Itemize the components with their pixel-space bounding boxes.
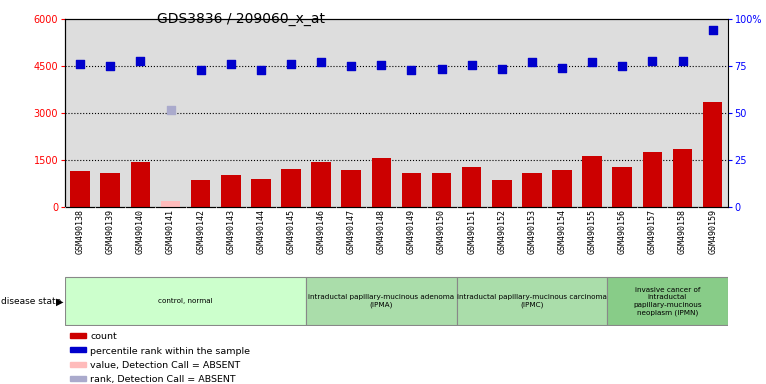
Text: GSM490141: GSM490141 (166, 209, 175, 255)
Bar (161, 201, 180, 207)
Bar (552, 170, 572, 207)
Text: count: count (90, 332, 117, 341)
Text: disease state: disease state (1, 297, 61, 306)
Point (224, 61, 237, 68)
Text: invasive cancer of
intraductal
papillary-mucinous
neoplasm (IPMN): invasive cancer of intraductal papillary… (633, 287, 702, 316)
Text: GSM490151: GSM490151 (467, 209, 476, 255)
Point (345, 63, 358, 70)
Text: GSM490148: GSM490148 (377, 209, 386, 255)
Bar (70, 376, 86, 381)
Text: GSM490155: GSM490155 (588, 209, 597, 255)
Bar (131, 162, 150, 207)
Text: intraductal papillary-mucinous carcinoma
(IPMC): intraductal papillary-mucinous carcinoma… (457, 295, 607, 308)
Text: GSM490149: GSM490149 (407, 209, 416, 255)
Text: GSM490158: GSM490158 (678, 209, 687, 255)
Text: GSM490156: GSM490156 (618, 209, 627, 255)
Text: control, normal: control, normal (159, 298, 213, 305)
Point (195, 67, 207, 73)
Bar (191, 180, 211, 207)
Point (375, 62, 388, 68)
FancyBboxPatch shape (65, 278, 306, 325)
Bar (70, 333, 86, 338)
Text: GSM490143: GSM490143 (226, 209, 235, 255)
Bar (522, 173, 542, 207)
Text: GSM490144: GSM490144 (257, 209, 265, 255)
Point (466, 62, 478, 68)
Point (706, 27, 719, 33)
Bar (281, 169, 301, 207)
Bar (372, 158, 391, 207)
Point (616, 63, 628, 69)
Text: GSM490147: GSM490147 (347, 209, 355, 255)
Text: GDS3836 / 209060_x_at: GDS3836 / 209060_x_at (157, 12, 325, 25)
Bar (401, 173, 421, 207)
Text: value, Detection Call = ABSENT: value, Detection Call = ABSENT (90, 361, 241, 370)
Text: GSM490138: GSM490138 (76, 209, 85, 255)
Point (285, 61, 297, 68)
Text: GSM490159: GSM490159 (708, 209, 717, 255)
Text: GSM490157: GSM490157 (648, 209, 657, 255)
FancyBboxPatch shape (457, 278, 607, 325)
Bar (492, 180, 512, 207)
Bar (432, 173, 451, 207)
Text: intraductal papillary-mucinous adenoma
(IPMA): intraductal papillary-mucinous adenoma (… (308, 295, 454, 308)
Bar (70, 171, 90, 207)
Bar (311, 162, 331, 207)
Text: percentile rank within the sample: percentile rank within the sample (90, 347, 250, 356)
Text: GSM490152: GSM490152 (497, 209, 506, 255)
Text: GSM490140: GSM490140 (136, 209, 145, 255)
FancyBboxPatch shape (607, 278, 728, 325)
Text: GSM490139: GSM490139 (106, 209, 115, 255)
Text: GSM490145: GSM490145 (286, 209, 296, 255)
Bar (221, 175, 241, 207)
Bar (462, 167, 482, 207)
FancyBboxPatch shape (306, 278, 457, 325)
Text: GSM490150: GSM490150 (437, 209, 446, 255)
Point (134, 58, 146, 64)
Point (255, 67, 267, 73)
Point (315, 60, 327, 66)
Text: ▶: ▶ (56, 296, 64, 306)
Point (405, 67, 417, 73)
Text: GSM490146: GSM490146 (316, 209, 326, 255)
Bar (342, 170, 361, 207)
Point (676, 58, 689, 64)
Point (435, 66, 447, 73)
Point (586, 58, 598, 65)
Point (165, 106, 177, 113)
Bar (582, 156, 602, 207)
Bar (643, 152, 662, 207)
Bar (70, 362, 86, 367)
Text: GSM490154: GSM490154 (558, 209, 567, 255)
Text: GSM490142: GSM490142 (196, 209, 205, 255)
Text: rank, Detection Call = ABSENT: rank, Detection Call = ABSENT (90, 376, 236, 384)
Bar (70, 347, 86, 353)
Point (104, 63, 116, 70)
Bar (703, 102, 722, 207)
Point (525, 60, 538, 66)
Point (556, 65, 568, 71)
Point (496, 66, 508, 73)
Point (74, 61, 87, 68)
Point (647, 58, 659, 64)
Text: GSM490153: GSM490153 (528, 209, 536, 255)
Bar (613, 167, 632, 207)
Bar (673, 149, 692, 207)
Bar (100, 174, 120, 207)
Bar (251, 179, 270, 207)
